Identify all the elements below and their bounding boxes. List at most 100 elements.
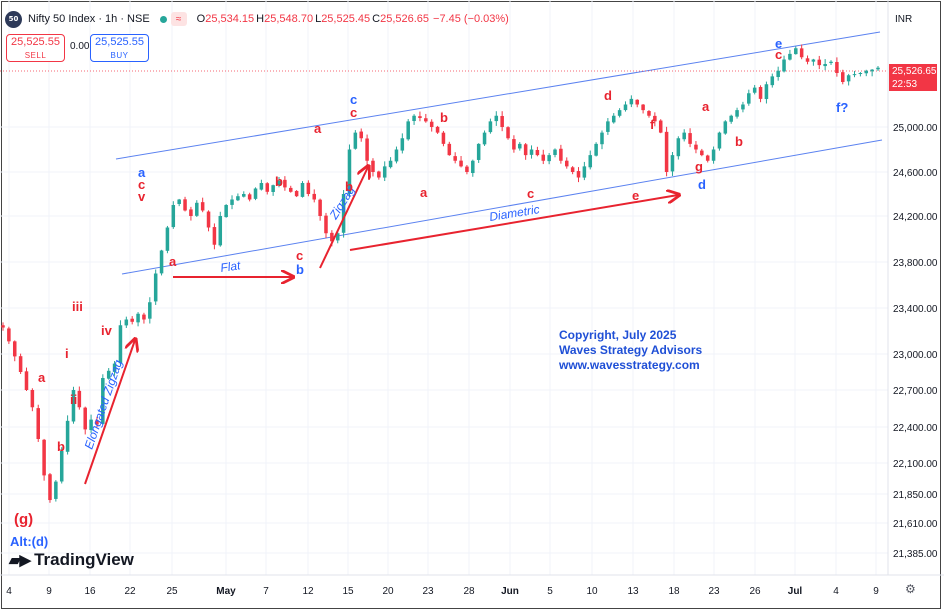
time-tick-label: Jul (788, 586, 803, 597)
candle-body (694, 144, 698, 150)
candle-body (118, 325, 123, 364)
wave-label: c (527, 186, 534, 201)
candle-body (124, 319, 129, 326)
time-axis[interactable]: 4 9 16 22 25 May 7 12 15 20 23 28 Jun 5 10 13 18 23 26 Jul 4… (0, 574, 944, 597)
price-tick-label: 23,000.00 (893, 350, 938, 361)
sell-price: 25,525.55 (11, 36, 60, 48)
candle-body (729, 115, 733, 122)
wave-label: b (440, 110, 448, 125)
symbol-header[interactable]: 50 Nifty 50 Index · 1h · NSE ≈ O 25,534.1… (5, 9, 509, 29)
candle-body (24, 371, 29, 390)
time-tick-label: 15 (342, 586, 354, 597)
zigzag-arrow (319, 167, 368, 269)
last-price-value: 25,526.65 (892, 66, 937, 77)
candle-body (247, 194, 252, 200)
candle-body (606, 121, 610, 132)
wave-label: a (420, 185, 428, 200)
candle-body (494, 115, 499, 122)
candle-body (835, 62, 839, 73)
candle-body (846, 75, 851, 82)
candle-body (277, 180, 281, 186)
candle-body (676, 138, 681, 157)
candle-body (776, 70, 780, 77)
candle-body (482, 132, 487, 145)
wave-badge-icon[interactable]: ≈ (170, 12, 187, 26)
candle-body (400, 138, 405, 151)
candle-body (518, 143, 522, 149)
price-tick-label: 22,400.00 (893, 423, 938, 434)
price-tick-label: 25,000.00 (893, 123, 938, 134)
candle-body (89, 419, 93, 431)
wave-label: c (350, 105, 357, 120)
tradingview-logo[interactable]: ▰▶ TradingView (9, 550, 134, 570)
time-tick-label: 18 (668, 586, 680, 597)
wave-label: g (695, 159, 703, 174)
buy-price: 25,525.55 (95, 36, 144, 48)
candle-body (829, 61, 833, 64)
price-tick-label: 22,100.00 (893, 459, 938, 470)
tradingview-mark-icon: ▰▶ (9, 552, 31, 569)
price-axis[interactable]: 25,000.00 24,600.00 24,200.00 23,800.00 23,4… (887, 0, 938, 575)
candle-body (559, 148, 563, 161)
candle-body (670, 155, 675, 172)
candle-body (471, 160, 475, 174)
candle-body (764, 84, 769, 100)
candle-body (500, 116, 504, 127)
price-tick-label: 24,200.00 (893, 212, 938, 223)
candle-body (30, 390, 35, 408)
wave-label: c (138, 177, 145, 192)
candle-body (300, 183, 305, 197)
candle-body (224, 205, 228, 218)
time-tick-label: 10 (586, 586, 598, 597)
candle-body (741, 104, 745, 110)
symbol-title[interactable]: Nifty 50 Index · 1h · NSE (28, 13, 150, 25)
copyright-block: Copyright, July 2025 Waves Strategy Advi… (558, 328, 702, 372)
candle-body (377, 171, 381, 178)
candle-body (54, 481, 58, 499)
time-tick-label: 20 (382, 586, 394, 597)
candle-body (817, 59, 822, 66)
wave-label: iii (72, 299, 83, 314)
candles (1, 44, 880, 503)
candle-body (283, 179, 287, 188)
candle-body (747, 93, 751, 104)
candle-body (623, 104, 628, 111)
wave-label: d (698, 177, 706, 192)
wave-label: c (775, 47, 782, 62)
wave-label: iv (101, 323, 113, 338)
candle-body (799, 48, 804, 58)
candle-body (570, 167, 575, 172)
candle-body (177, 199, 181, 204)
candle-body (858, 73, 863, 74)
candle-body (59, 451, 64, 482)
candle-body (805, 58, 810, 62)
candle-body (36, 408, 40, 439)
currency-selector[interactable]: INR (895, 14, 913, 25)
candle-body (371, 160, 375, 172)
low-value: 25,525.45 (321, 13, 371, 25)
candle-body (347, 149, 352, 194)
candle-body (424, 118, 428, 122)
candle-body (7, 328, 11, 342)
candle-body (664, 131, 669, 172)
candle-body (852, 74, 857, 76)
high-label: H (256, 13, 265, 25)
settings-gear-icon[interactable]: ⚙ (905, 582, 916, 596)
wave-label: a (169, 254, 177, 269)
sell-button[interactable]: 25,525.55 SELL (6, 34, 65, 62)
candle-body (288, 187, 293, 192)
candle-body (488, 121, 493, 133)
candle-body (506, 127, 510, 139)
candle-body (388, 160, 393, 168)
candle-body (265, 183, 270, 192)
candle-body (447, 143, 452, 156)
candle-body (230, 199, 234, 205)
candle-body (165, 227, 170, 251)
high-value: 25,548.70 (264, 13, 314, 25)
buy-button[interactable]: 25,525.55 BUY (90, 34, 149, 62)
candle-body (318, 199, 322, 216)
candle-body (864, 70, 869, 74)
candle-body (782, 59, 786, 72)
